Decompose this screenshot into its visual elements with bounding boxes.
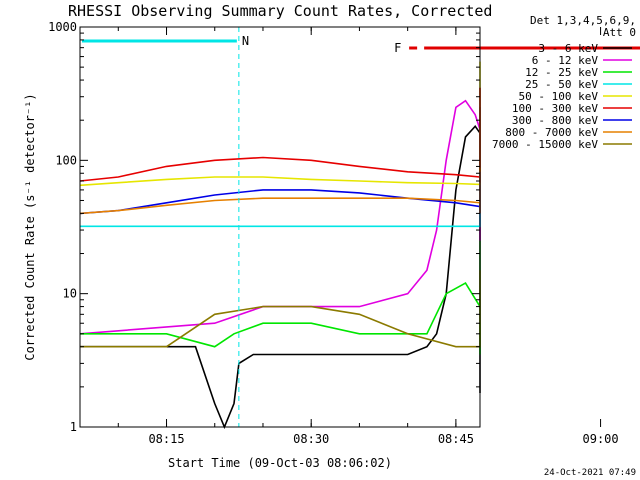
legend-label: 100 - 300 keV: [512, 102, 598, 115]
series-line: [79, 99, 481, 335]
y-axis: 1 10 100 1000: [48, 20, 480, 434]
legend-label: 25 - 50 keV: [525, 78, 598, 91]
series-line: [80, 125, 481, 430]
legend-label: 50 - 100 keV: [519, 90, 599, 103]
y-tick-label: 10: [63, 287, 77, 301]
y-axis-label: Corrected Count Rate (s⁻¹ detector⁻¹): [23, 93, 37, 360]
y-tick-label: 100: [55, 153, 77, 167]
series-line: [79, 87, 481, 183]
y-tick-label: 1000: [48, 20, 77, 34]
legend-label: 7000 - 15000 keV: [492, 138, 598, 151]
x-tick-label: 08:45: [438, 432, 474, 446]
legend-label: 300 - 800 keV: [512, 114, 598, 127]
x-tick-label: 09:00: [583, 432, 619, 446]
chart-title: RHESSI Observing Summary Count Rates, Co…: [68, 2, 492, 20]
series-lines: [79, 61, 481, 430]
x-tick-label: 08:15: [148, 432, 184, 446]
legend-label: 12 - 25 keV: [525, 66, 598, 79]
bar-label-f: F: [394, 41, 401, 55]
plot-frame: [79, 26, 481, 428]
legend-label: 6 - 12 keV: [532, 54, 599, 67]
x-axis-label: Start Time (09-Oct-03 08:06:02): [168, 456, 392, 470]
legend-header-attenuator: Att 0: [603, 26, 636, 39]
series-line: [80, 270, 481, 348]
legend-header-detectors: Det 1,3,4,5,6,9,: [530, 14, 636, 27]
bar-label-n: N: [242, 34, 249, 48]
y-tick-label: 1: [70, 420, 77, 434]
x-tick-label: 08:30: [293, 432, 329, 446]
timestamp: 24-Oct-2021 07:49: [544, 468, 636, 478]
legend-label: 3 - 6 keV: [538, 42, 598, 55]
legend-label: 800 - 7000 keV: [505, 126, 598, 139]
series-line: [79, 61, 481, 187]
